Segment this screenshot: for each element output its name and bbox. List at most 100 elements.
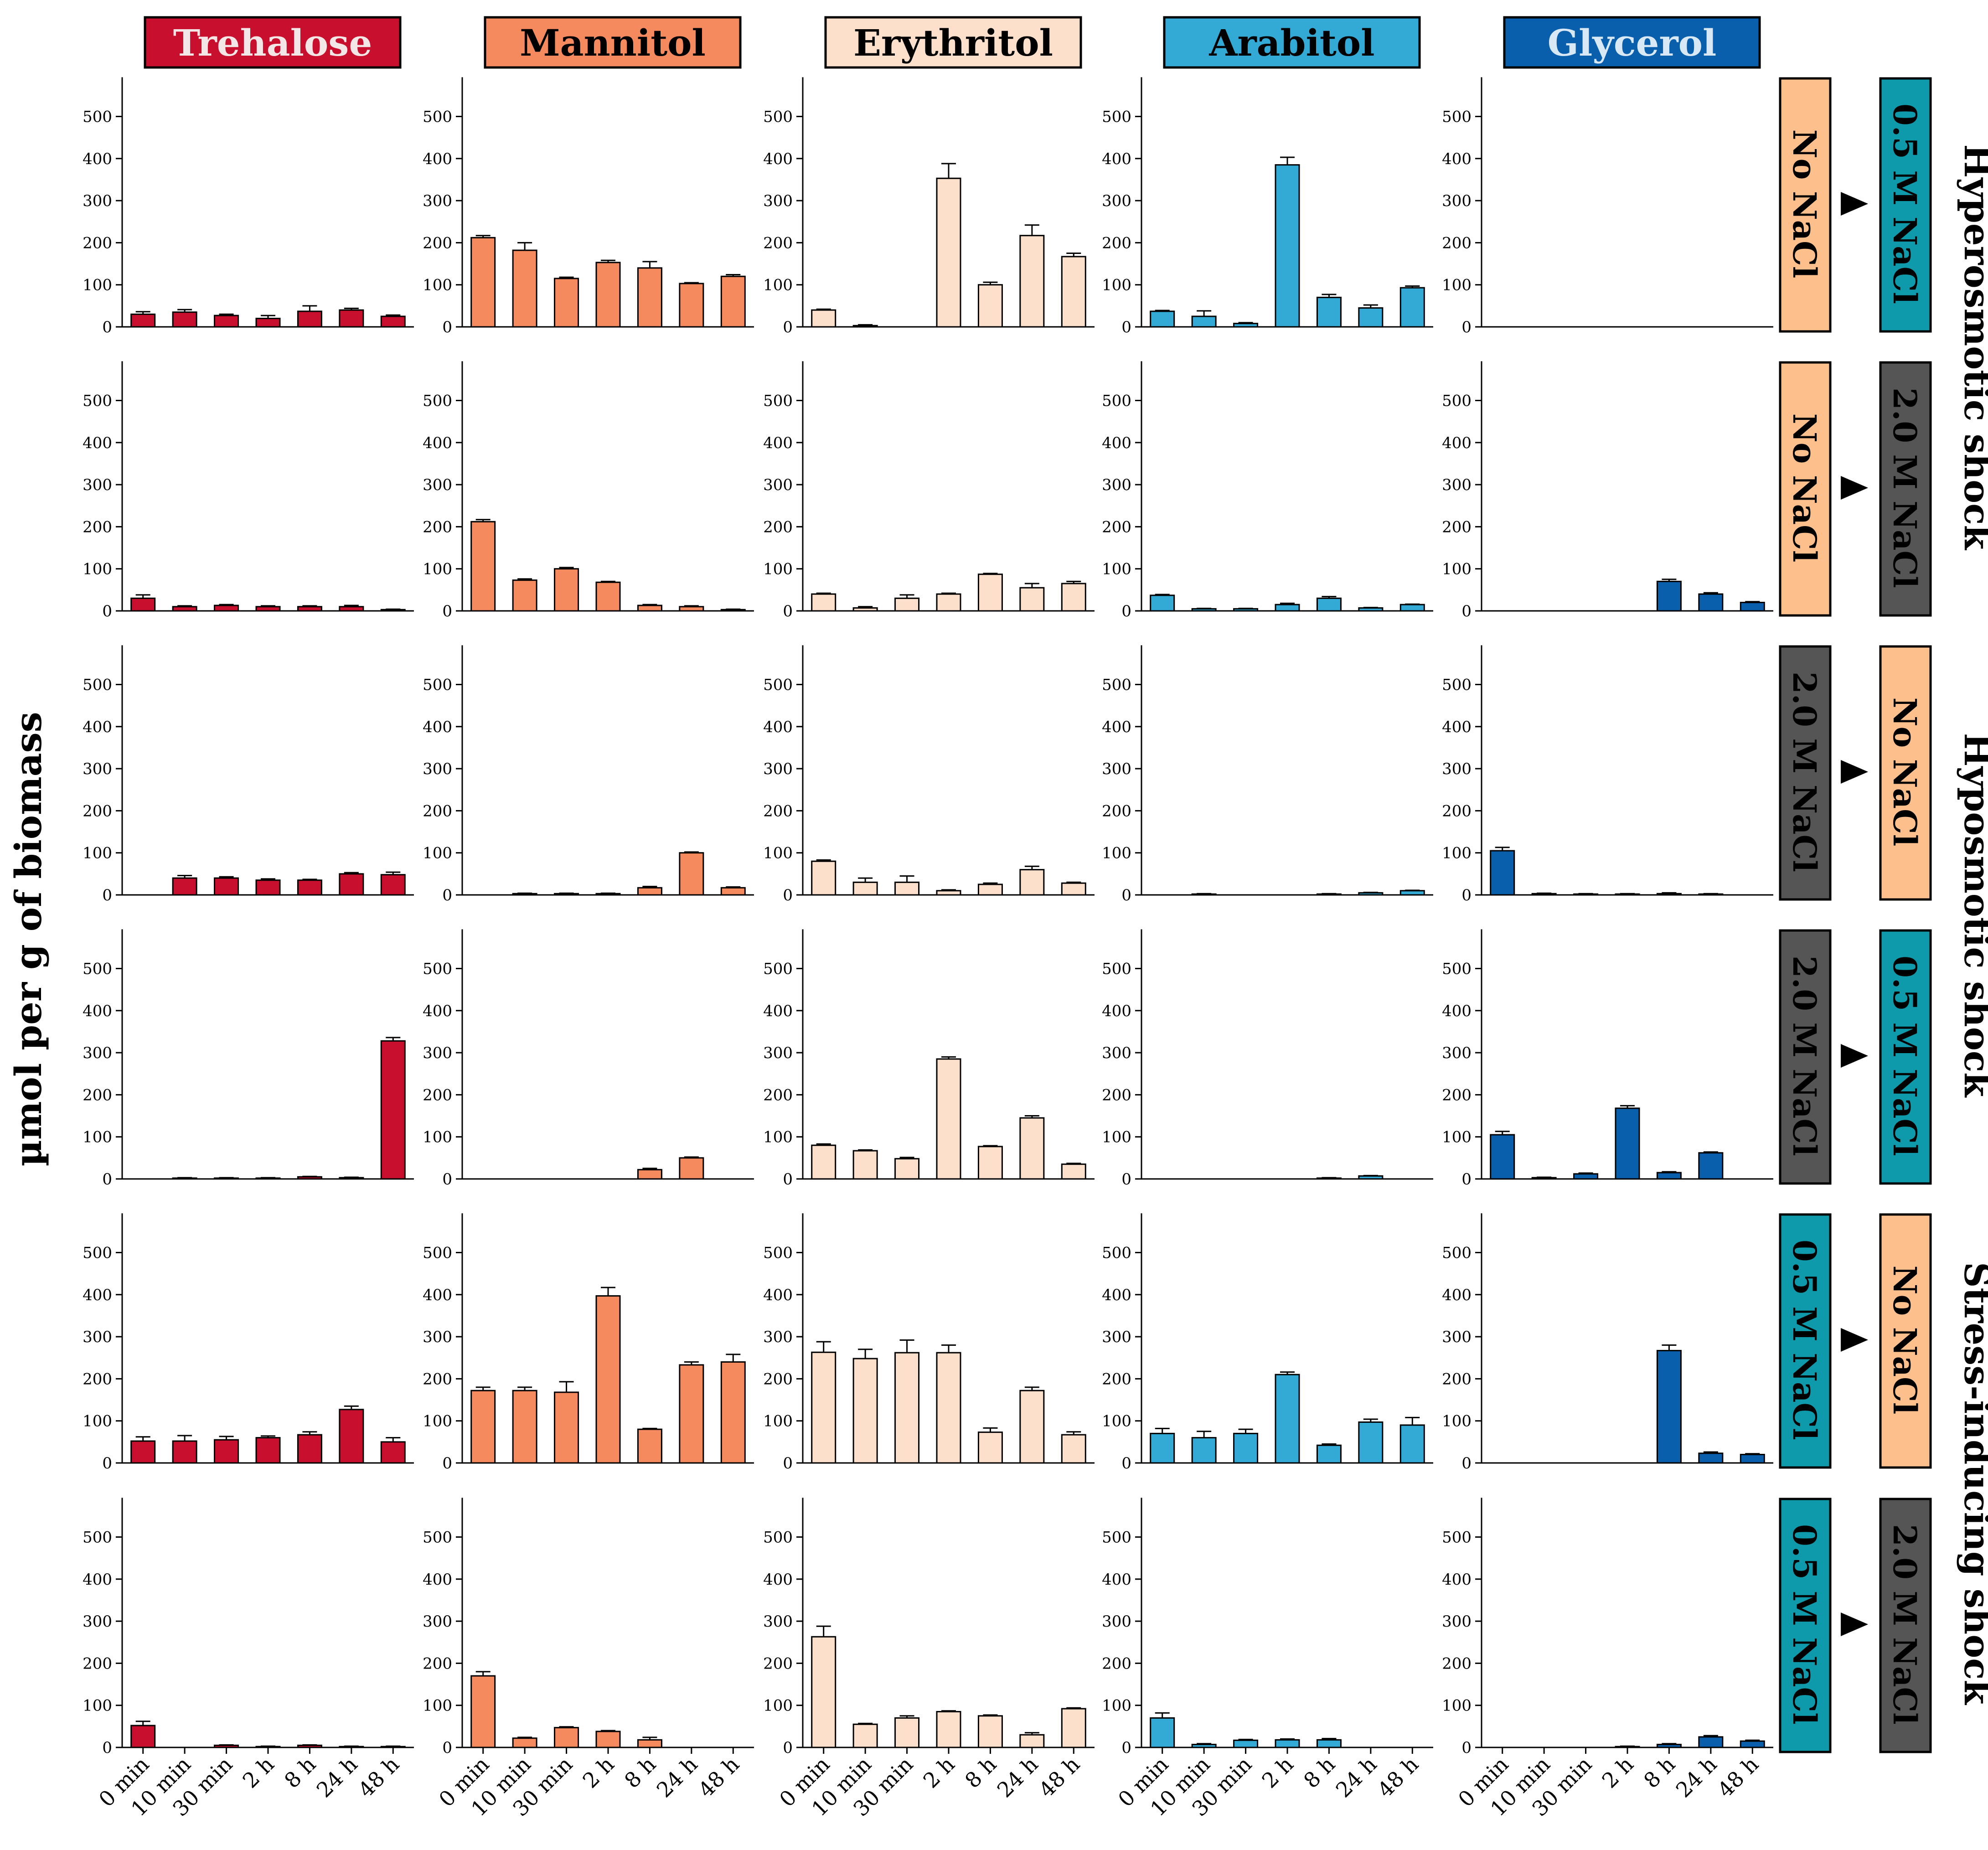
bar-30-min	[214, 1744, 239, 1748]
y-tick-label: 100	[423, 844, 452, 863]
y-tick-label: 400	[423, 434, 452, 452]
y-tick-label: 500	[423, 1244, 452, 1262]
bar-10-min	[172, 877, 197, 896]
bar-8-h	[1316, 296, 1342, 328]
y-tick-label: 500	[763, 392, 793, 410]
header-label: Mannitol	[520, 21, 706, 64]
bar-2-h	[255, 606, 281, 612]
panel-r4-mannitol: 0 100 200 300 400 500	[423, 929, 754, 1189]
shock-group-hyperosmotic-shock: Hyperosmotic shock	[1956, 144, 1988, 550]
y-tick-label: 0	[102, 1739, 112, 1757]
bar-48-h	[1740, 1740, 1765, 1748]
y-tick-label: 500	[423, 676, 452, 694]
bar-8-h	[1656, 1172, 1682, 1180]
bar-0-min	[130, 597, 156, 612]
bar-30-min	[214, 315, 239, 328]
y-tick-label: 300	[763, 192, 793, 210]
bar-24-h	[1358, 1421, 1384, 1464]
arrow-icon	[1841, 1328, 1868, 1352]
y-tick-label: 0	[102, 886, 112, 904]
header-label: Glycerol	[1548, 21, 1717, 64]
bar-48-h	[1399, 890, 1425, 896]
y-tick-label: 400	[1442, 150, 1472, 168]
condition-to: No NaCl	[1879, 645, 1932, 901]
bar-10-min	[852, 1723, 878, 1748]
header-label: Trehalose	[173, 21, 372, 64]
y-tick-label: 500	[1102, 392, 1131, 410]
y-tick-label: 200	[1442, 234, 1472, 252]
bar-2-h	[936, 1711, 961, 1748]
y-tick-label: 200	[1102, 1370, 1131, 1388]
y-tick-label: 0	[783, 602, 793, 620]
y-tick-label: 400	[763, 434, 793, 452]
bar-24-h	[1698, 1452, 1724, 1464]
y-tick-label: 100	[763, 1128, 793, 1147]
header-box	[824, 16, 1082, 69]
y-tick-label: 500	[1442, 392, 1472, 410]
y-tick-label: 200	[83, 518, 112, 536]
y-tick-label: 100	[83, 276, 112, 295]
condition-to: 2.0 M NaCl	[1879, 361, 1932, 617]
bar-24-h	[679, 1364, 704, 1464]
panel-r5-glycerol: 0 100 200 300 400 500	[1442, 1213, 1773, 1473]
bar-8-h	[1316, 597, 1342, 612]
y-tick-label: 100	[1442, 1412, 1472, 1431]
y-tick-label: 100	[423, 1697, 452, 1715]
bar-24-h	[339, 1409, 364, 1464]
y-tick-label: 100	[83, 1697, 112, 1715]
bar-0-min	[811, 593, 837, 612]
bar-0-min	[1150, 310, 1175, 328]
y-tick-label: 400	[763, 1002, 793, 1020]
y-tick-label: 300	[83, 1044, 112, 1062]
bar-0-min	[811, 860, 837, 896]
y-tick-label: 500	[83, 392, 112, 410]
y-tick-label: 200	[1442, 1370, 1472, 1388]
condition-to-label: 2.0 M NaCl	[1886, 1524, 1924, 1725]
bar-8-h	[1656, 893, 1682, 896]
bar-24-h	[679, 852, 704, 896]
y-tick-label: 0	[442, 318, 452, 336]
y-tick-label: 400	[423, 150, 452, 168]
y-tick-label: 400	[423, 1286, 452, 1304]
bar-2-h	[936, 890, 961, 896]
condition-from-label: 2.0 M NaCl	[1786, 956, 1823, 1156]
column-headers: Trehalose Mannitol Erythritol Arabitol Glyce…	[144, 16, 1761, 69]
arrow-icon	[1841, 476, 1868, 500]
y-tick-label: 300	[1102, 476, 1131, 494]
condition-r5: 0.5 M NaCl No NaCl	[1779, 1213, 1932, 1469]
bar-48-h	[1399, 1424, 1425, 1464]
bar-8-h	[637, 605, 662, 612]
bar-10-min	[512, 249, 537, 328]
y-tick-label: 0	[1121, 1454, 1131, 1473]
bar-0-min	[1490, 850, 1515, 896]
bar-48-h	[720, 1361, 746, 1464]
bar-8-h	[977, 1715, 1003, 1748]
panel-r3-arabitol: 0 100 200 300 400 500	[1102, 645, 1433, 904]
y-tick-label: 200	[763, 1086, 793, 1104]
y-tick-label: 0	[1461, 318, 1472, 336]
y-tick-label: 500	[1442, 960, 1472, 978]
header-erythritol: Erythritol	[824, 16, 1082, 69]
bar-24-h	[1358, 607, 1384, 612]
bar-24-h	[339, 309, 364, 328]
y-tick-label: 400	[763, 718, 793, 736]
bar-30-min	[894, 881, 920, 896]
bar-8-h	[977, 1431, 1003, 1464]
y-tick-label: 0	[442, 886, 452, 904]
bar-8-h	[297, 879, 322, 896]
y-tick-label: 100	[1442, 560, 1472, 579]
condition-r1: No NaCl 0.5 M NaCl	[1779, 77, 1932, 333]
y-tick-label: 100	[1442, 844, 1472, 863]
condition-r3: 2.0 M NaCl No NaCl	[1779, 645, 1932, 901]
bar-24-h	[1358, 892, 1384, 896]
y-tick-label: 500	[83, 676, 112, 694]
panel-r4-trehalose: 0 100 200 300 400 500	[83, 929, 414, 1189]
bar-2-h	[595, 1731, 621, 1748]
bar-30-min	[1573, 1173, 1599, 1180]
y-tick-label: 200	[763, 518, 793, 536]
bar-8-h	[1316, 1444, 1342, 1464]
y-tick-label: 200	[1102, 234, 1131, 252]
y-tick-label: 0	[783, 1170, 793, 1189]
y-tick-label: 100	[763, 844, 793, 863]
y-tick-label: 400	[1102, 434, 1131, 452]
